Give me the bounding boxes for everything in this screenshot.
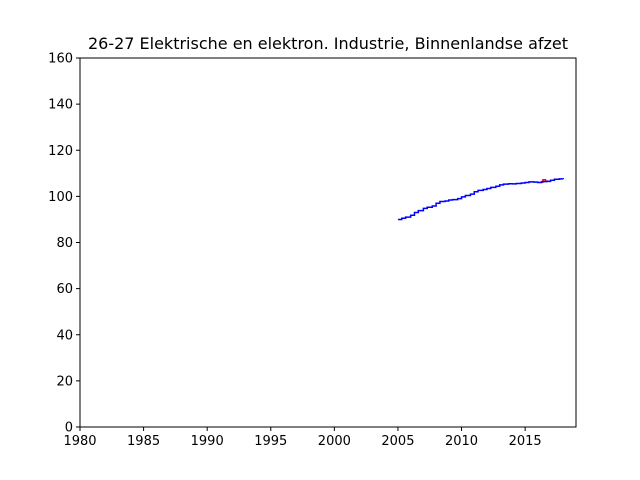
y-tick-label: 60 xyxy=(56,282,73,297)
y-tick-label: 140 xyxy=(48,98,73,113)
chart-title: 26-27 Elektrische en elektron. Industrie… xyxy=(88,34,568,53)
y-tick-label: 100 xyxy=(48,190,73,205)
x-tick-label: 2005 xyxy=(381,434,414,449)
y-tick-label: 160 xyxy=(48,52,73,67)
x-axis: 1980 1985 1990 1995 2000 2005 2010 2015 xyxy=(63,427,542,449)
x-tick-label: 1980 xyxy=(63,434,96,449)
y-axis: 0 20 40 60 80 100 120 140 160 xyxy=(48,52,80,436)
y-tick-label: 80 xyxy=(56,236,73,251)
y-tick-label: 120 xyxy=(48,144,73,159)
y-tick-label: 0 xyxy=(65,421,73,436)
y-tick-label: 20 xyxy=(56,374,73,389)
x-tick-label: 2015 xyxy=(509,434,542,449)
y-tick-label: 40 xyxy=(56,328,73,343)
series-line-1 xyxy=(397,178,565,221)
x-tick-label: 1985 xyxy=(127,434,160,449)
x-tick-label: 2000 xyxy=(318,434,351,449)
series-layer xyxy=(397,178,565,221)
x-tick-label: 2010 xyxy=(445,434,478,449)
x-tick-label: 1995 xyxy=(254,434,287,449)
plot-frame xyxy=(79,57,577,428)
x-tick-label: 1990 xyxy=(191,434,224,449)
